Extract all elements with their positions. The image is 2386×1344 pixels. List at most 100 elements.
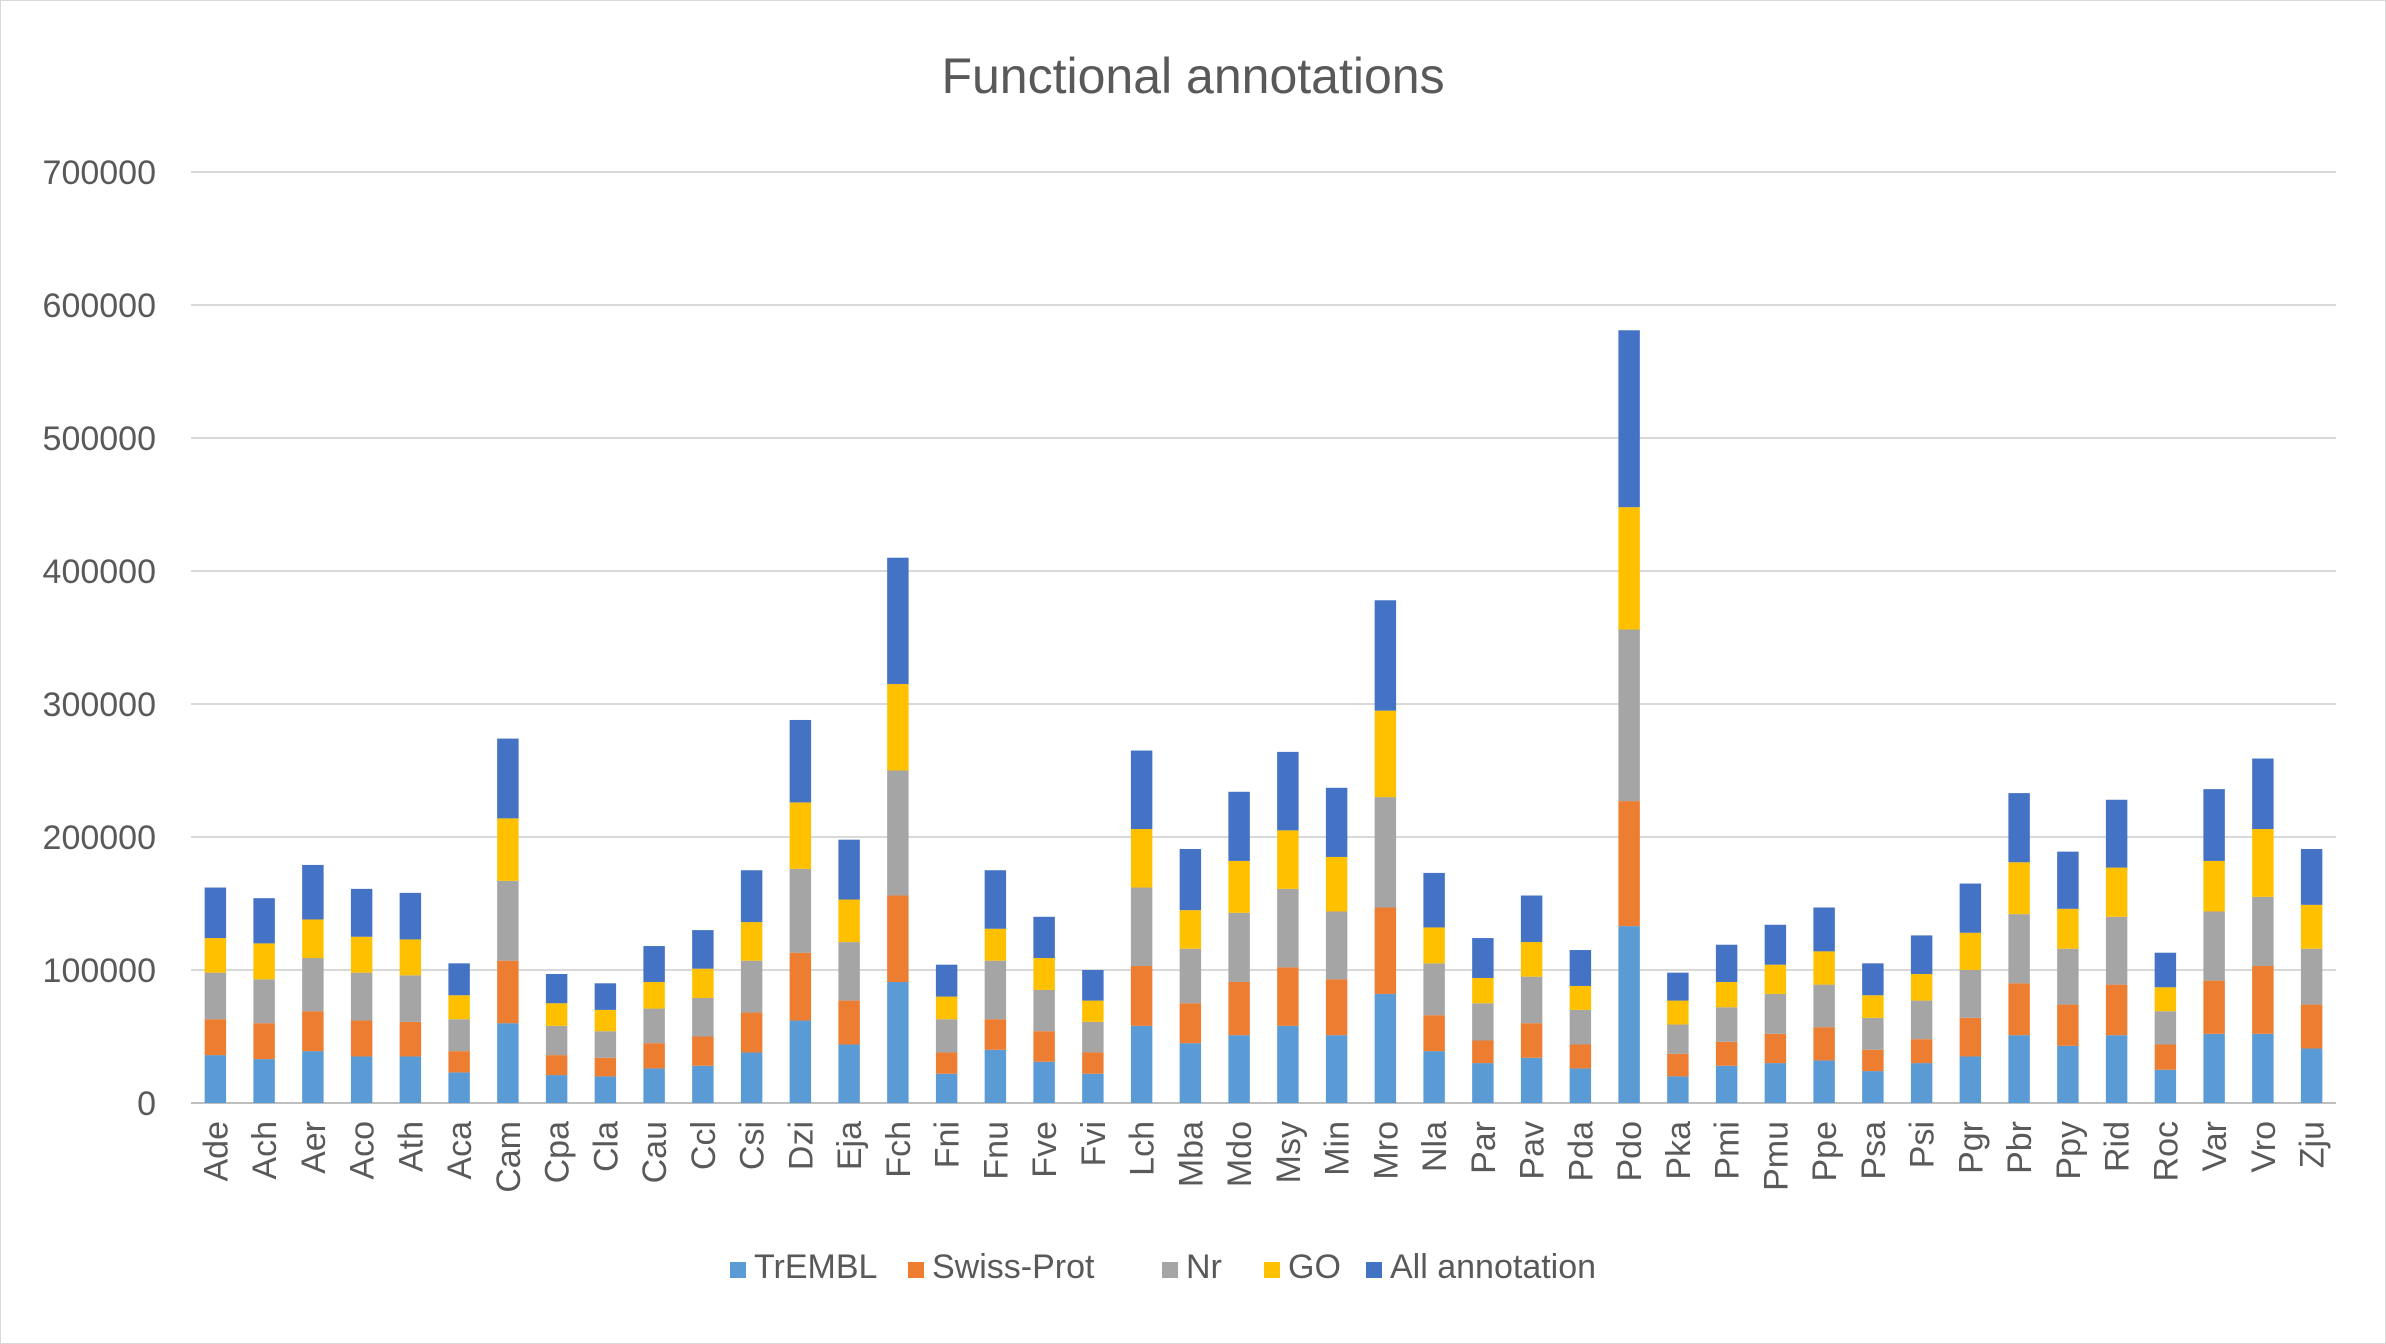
bar-go-csi <box>740 922 763 961</box>
bar-swiss-prot-mba <box>1179 1003 1202 1044</box>
bar-stack-pbr <box>2008 793 2030 1103</box>
bar-all-annotation-fvi <box>1082 970 1104 1001</box>
x-tick-label: Aco <box>344 1121 382 1180</box>
bar-go-cla <box>594 1009 617 1032</box>
bar-trembl-roc <box>2154 1069 2177 1103</box>
bar-stack-rid <box>2105 799 2128 1103</box>
x-tick-label: Pmi <box>1709 1121 1747 1180</box>
legend-swatch <box>1162 1262 1178 1278</box>
x-tick-label: Pdo <box>1611 1121 1649 1182</box>
legend-item-swiss-prot: Swiss-Prot <box>908 1248 1095 1286</box>
legend-label: All annotation <box>1390 1248 1596 1286</box>
x-tick-label: Cpa <box>539 1121 577 1183</box>
bar-all-annotation-dzi <box>789 719 812 803</box>
bar-nr-mro <box>1374 797 1397 908</box>
bar-go-pmu <box>1764 964 1787 994</box>
bar-go-ppy <box>2057 908 2079 949</box>
bar-trembl-ccl <box>692 1065 714 1103</box>
legend-label: Swiss-Prot <box>932 1248 1095 1286</box>
bar-swiss-prot-fve <box>1033 1031 1055 1062</box>
bar-nr-min <box>1325 911 1348 980</box>
bar-trembl-par <box>1472 1063 1494 1103</box>
bar-stack-dzi <box>789 719 812 1103</box>
bar-go-pbr <box>2008 862 2030 915</box>
bar-stack-par <box>1472 938 1494 1103</box>
chart-title: Functional annotations <box>941 48 1444 104</box>
bar-swiss-prot-aco <box>350 1020 373 1057</box>
bar-all-annotation-pbr <box>2008 793 2030 863</box>
bar-nr-csi <box>740 960 763 1013</box>
bar-go-psi <box>1910 973 1933 1001</box>
x-tick-label: Cla <box>587 1121 625 1172</box>
bar-all-annotation-pmu <box>1764 924 1787 965</box>
bar-stack-aco <box>350 888 373 1103</box>
bar-swiss-prot-cla <box>594 1057 617 1077</box>
bar-stack-fnu <box>984 870 1007 1103</box>
bar-nr-fnu <box>984 960 1007 1020</box>
x-tick-label: Pda <box>1562 1121 1600 1182</box>
bar-swiss-prot-vro <box>2252 966 2274 1034</box>
bar-swiss-prot-zju <box>2300 1004 2323 1049</box>
bar-stack-cla <box>594 983 617 1103</box>
bar-nr-roc <box>2154 1011 2177 1045</box>
x-tick-label: Ppe <box>1806 1121 1844 1182</box>
legend-item-trembl: TrEMBL <box>730 1248 877 1286</box>
bar-all-annotation-mro <box>1374 600 1397 711</box>
bar-swiss-prot-var <box>2203 980 2225 1034</box>
bar-nr-zju <box>2300 948 2323 1005</box>
bar-go-zju <box>2300 904 2323 949</box>
bar-swiss-prot-msy <box>1277 967 1299 1026</box>
x-tick-label: Fnu <box>977 1121 1015 1180</box>
bar-stack-pmu <box>1764 924 1787 1103</box>
bar-swiss-prot-ppe <box>1813 1027 1835 1061</box>
bar-stack-eja <box>838 839 860 1103</box>
bar-trembl-csi <box>740 1052 763 1103</box>
bar-swiss-prot-psi <box>1910 1039 1933 1064</box>
bar-all-annotation-psa <box>1862 963 1884 996</box>
bar-nr-vro <box>2252 896 2274 967</box>
bar-all-annotation-fni <box>935 964 958 997</box>
bar-nr-cau <box>643 1008 665 1044</box>
bar-go-min <box>1325 856 1348 912</box>
bar-all-annotation-ppy <box>2057 851 2079 909</box>
bar-stack-mro <box>1374 600 1397 1103</box>
bar-trembl-rid <box>2105 1035 2128 1103</box>
bar-swiss-prot-fch <box>887 895 909 982</box>
bar-stack-fvi <box>1082 970 1104 1103</box>
bar-nr-eja <box>838 942 860 1001</box>
bar-go-ccl <box>692 968 714 998</box>
bar-go-ath <box>399 939 422 976</box>
bar-go-aco <box>350 936 373 973</box>
bar-swiss-prot-fnu <box>984 1019 1007 1050</box>
bar-nr-psi <box>1910 1000 1933 1040</box>
x-tick-label: Fni <box>929 1121 967 1168</box>
bar-all-annotation-rid <box>2105 799 2128 868</box>
bar-all-annotation-pav <box>1520 895 1543 943</box>
bar-go-rid <box>2105 867 2128 917</box>
bar-nr-ccl <box>692 997 714 1037</box>
bar-nr-lch <box>1130 887 1153 967</box>
bar-go-ppe <box>1813 951 1835 985</box>
bar-trembl-psa <box>1862 1071 1884 1103</box>
legend-swatch <box>730 1262 746 1278</box>
bar-go-aca <box>448 995 470 1020</box>
bar-trembl-pbr <box>2008 1035 2030 1103</box>
x-tick-label: Min <box>1319 1121 1357 1176</box>
bar-stack-fni <box>935 964 958 1103</box>
legend-item-go: GO <box>1264 1248 1341 1286</box>
bar-swiss-prot-nla <box>1423 1015 1445 1052</box>
bar-swiss-prot-lch <box>1130 966 1153 1026</box>
bar-trembl-mro <box>1374 993 1397 1103</box>
bar-all-annotation-eja <box>838 839 860 900</box>
bar-nr-mba <box>1179 948 1202 1004</box>
bar-stack-ccl <box>692 930 714 1103</box>
bar-go-nla <box>1423 927 1445 964</box>
bar-trembl-aer <box>302 1051 324 1103</box>
bar-nr-dzi <box>789 868 812 953</box>
bar-swiss-prot-ath <box>399 1021 422 1057</box>
bar-swiss-prot-cam <box>497 960 519 1024</box>
bar-swiss-prot-pbr <box>2008 983 2030 1036</box>
bar-all-annotation-pdo <box>1618 330 1640 508</box>
bar-all-annotation-ath <box>399 892 422 940</box>
